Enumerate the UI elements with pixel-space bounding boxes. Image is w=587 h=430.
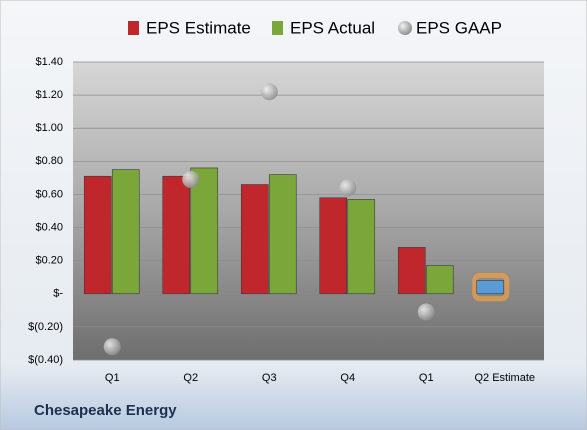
y-tick-label: $-: [53, 288, 63, 300]
gaap-point: [182, 171, 200, 189]
gaap-point: [103, 338, 121, 356]
x-tick-label: Q3: [262, 372, 277, 384]
bar: [190, 167, 219, 295]
y-tick-label: $0.40: [35, 221, 63, 233]
bar: [476, 280, 505, 295]
plot-area: [73, 62, 544, 360]
bar: [162, 175, 191, 295]
bar: [319, 197, 348, 295]
x-tick-label: Q1: [419, 372, 434, 384]
legend-swatch: [128, 21, 139, 35]
y-tick-label: $0.80: [35, 155, 63, 167]
y-tick-label: $0.20: [35, 255, 63, 267]
y-tick-label: $(0.40): [28, 354, 63, 366]
legend-swatch: [398, 21, 412, 35]
legend-swatch: [272, 21, 283, 35]
y-tick-label: $(0.20): [28, 321, 63, 333]
bar: [425, 265, 454, 295]
bar: [83, 175, 112, 295]
bar: [111, 169, 140, 295]
y-tick-label: $1.40: [35, 56, 63, 68]
x-tick-label: Q4: [340, 372, 355, 384]
gaap-point: [417, 303, 435, 321]
legend-text: EPS Estimate: [146, 18, 251, 37]
highlight-glow: [472, 273, 510, 302]
y-tick-label: $0.60: [35, 188, 63, 200]
gaap-point: [260, 83, 278, 101]
x-tick-label: Q2 Estimate: [474, 372, 535, 384]
footer: Chesapeake Energy: [34, 402, 177, 419]
legend-text: EPS Actual: [290, 18, 375, 37]
bar: [397, 247, 426, 295]
bar: [240, 184, 269, 295]
x-tick-label: Q2: [183, 372, 198, 384]
x-tick-label: Q1: [105, 372, 120, 384]
y-tick-label: $1.20: [35, 89, 63, 101]
legend-text: EPS GAAP: [416, 18, 502, 37]
gaap-point: [339, 179, 357, 197]
bar: [268, 174, 297, 295]
bar: [347, 199, 376, 295]
y-tick-label: $1.00: [35, 122, 63, 134]
